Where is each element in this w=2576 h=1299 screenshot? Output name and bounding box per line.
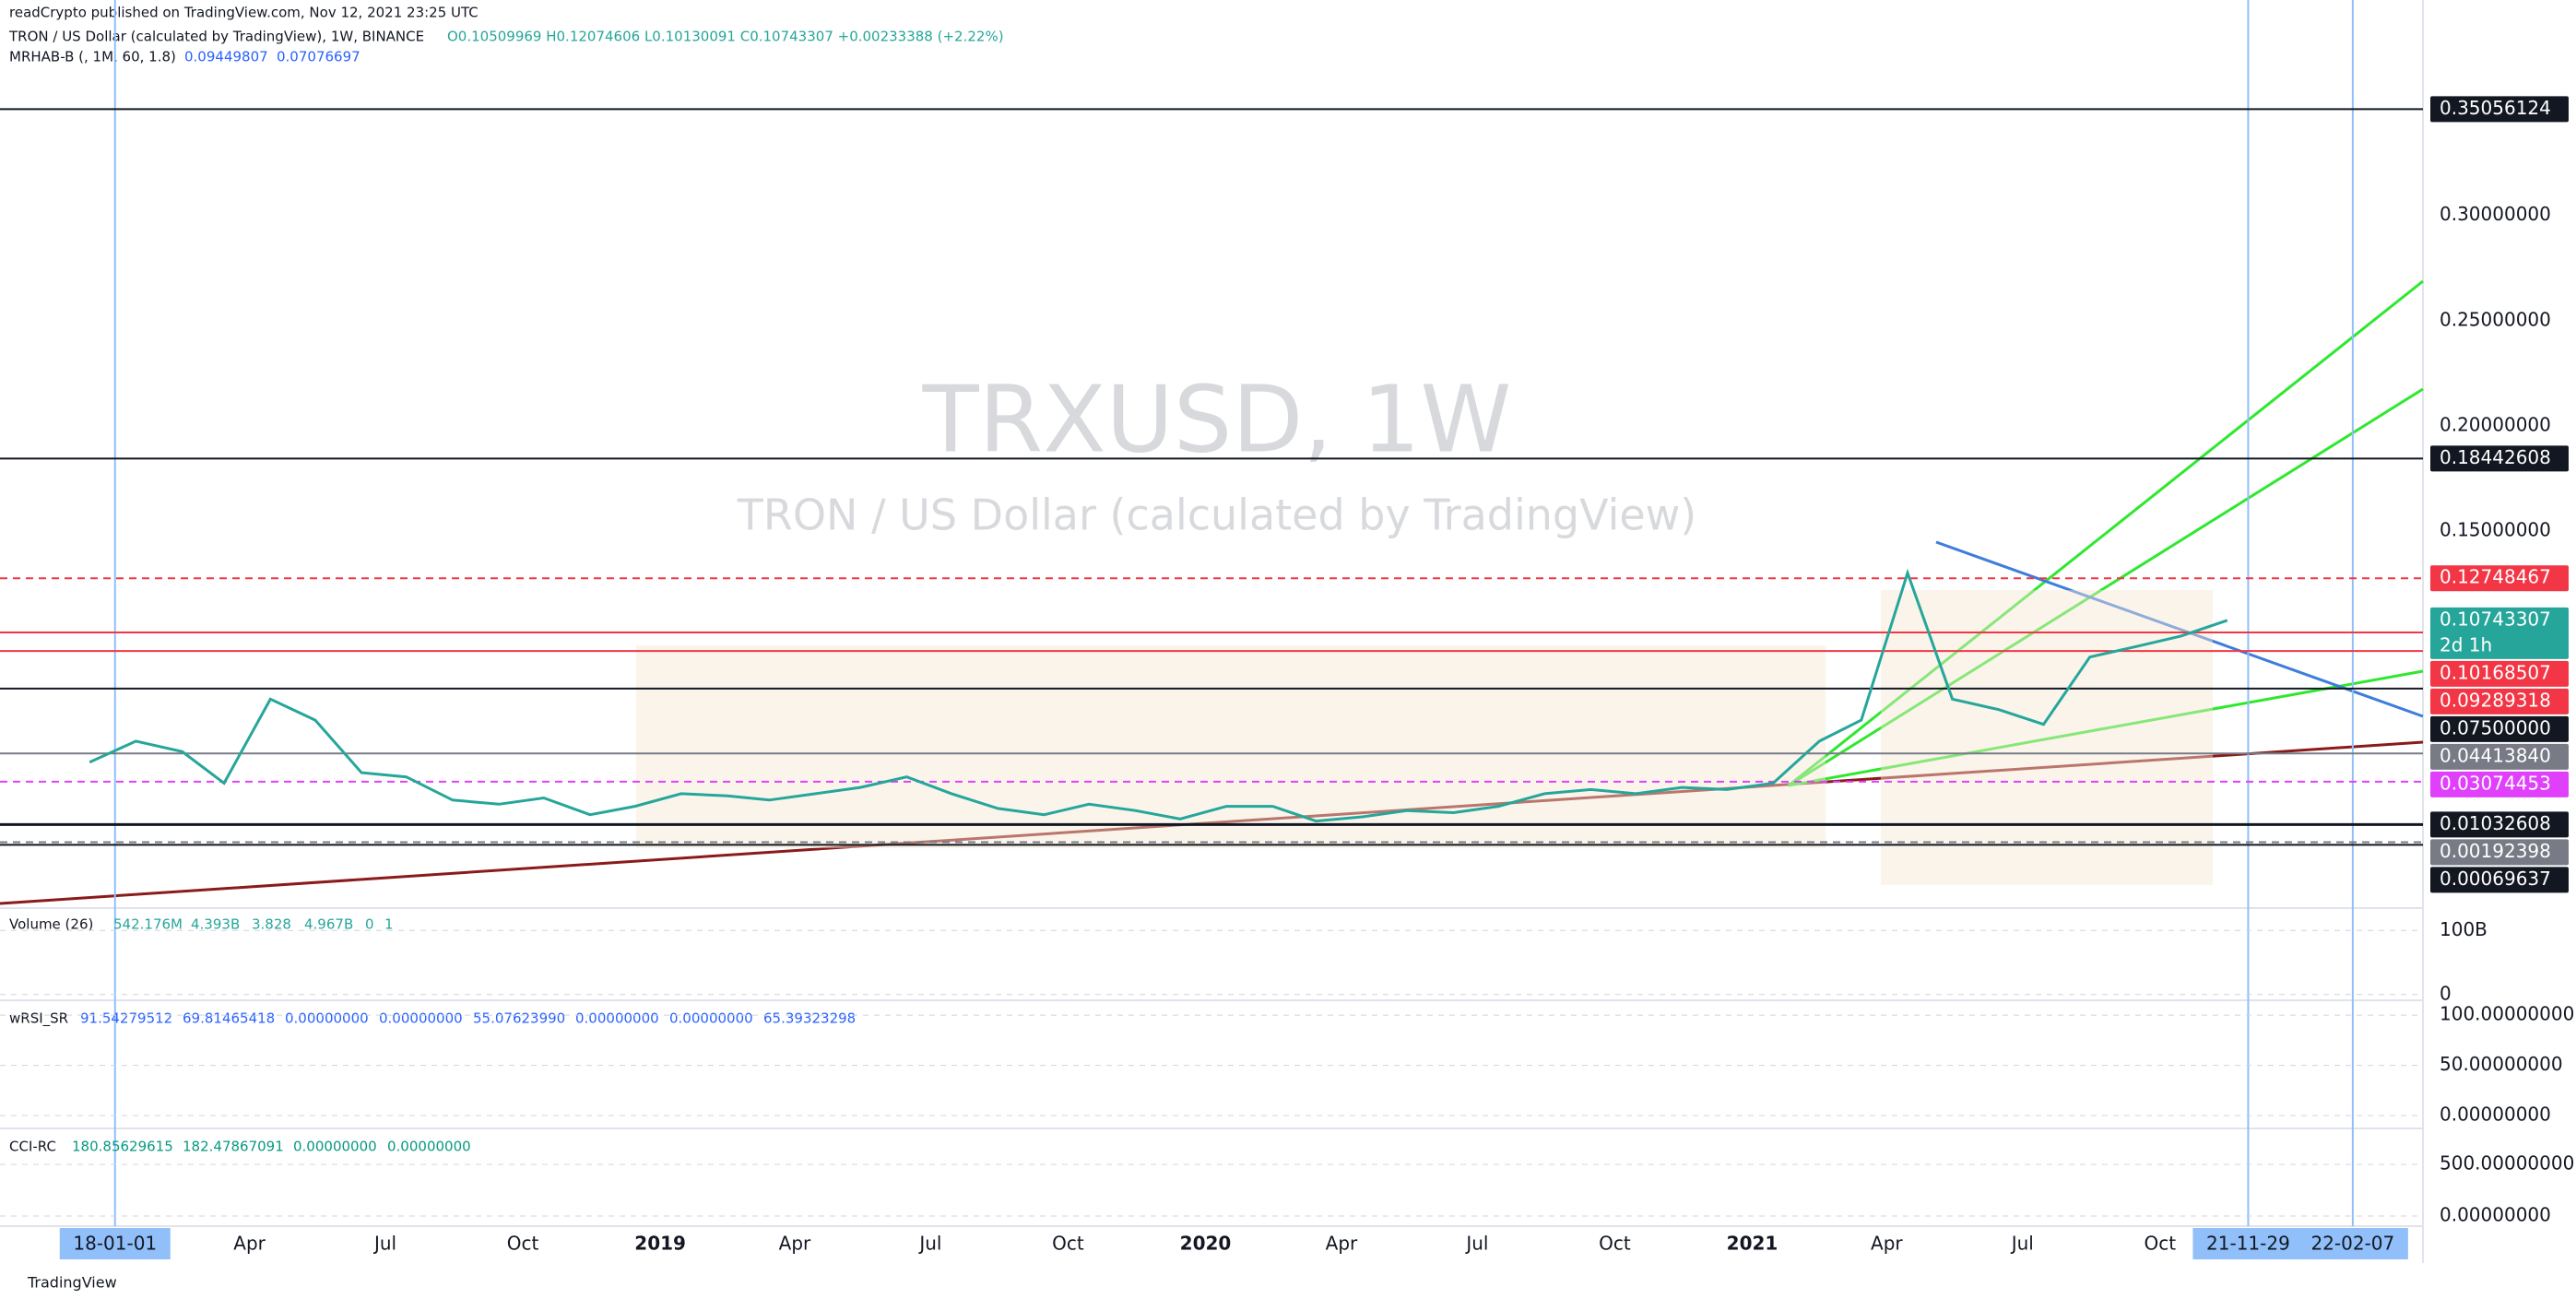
indicator-name: MRHAB-B (, 1M, 60, 1.8) bbox=[9, 49, 176, 65]
x-tick-label: Apr bbox=[779, 1233, 811, 1255]
x-tick-label: Oct bbox=[507, 1233, 539, 1255]
price-badge bbox=[2430, 771, 2569, 797]
watermark-name: TRON / US Dollar (calculated by TradingV… bbox=[737, 490, 1696, 540]
date-badge bbox=[2192, 1228, 2304, 1259]
pane-legend-value: 0.00000000 bbox=[293, 1139, 377, 1155]
date-badge bbox=[2297, 1228, 2408, 1259]
x-tick-label: Oct bbox=[2145, 1233, 2177, 1255]
price-badge bbox=[2430, 743, 2569, 770]
x-tick-label: Apr bbox=[1871, 1233, 1903, 1255]
brand: TradingView bbox=[27, 1274, 117, 1292]
pane-legend-value: 3.828 bbox=[252, 916, 291, 933]
pane-legend-value: 0.00000000 bbox=[387, 1139, 471, 1155]
x-tick-label: Oct bbox=[1599, 1233, 1631, 1255]
y-tick-label: 0.30000000 bbox=[2440, 203, 2551, 225]
trend-line bbox=[1935, 540, 2424, 718]
trend-line bbox=[1788, 669, 2424, 787]
x-tick-label: Jul bbox=[917, 1233, 941, 1255]
x-tick-label: 2020 bbox=[1180, 1233, 1232, 1255]
watermark-ticker: TRXUSD, 1W bbox=[922, 365, 1512, 473]
pane-legend: wRSI_SR bbox=[9, 1010, 68, 1028]
pane-legend-value: 0.00000000 bbox=[669, 1010, 753, 1027]
price-label: 0.07500000 bbox=[2440, 716, 2551, 738]
x-tick-label: Jul bbox=[2010, 1233, 2034, 1255]
price-badge bbox=[2430, 607, 2569, 659]
x-tick-label: Apr bbox=[233, 1233, 266, 1255]
y-tick-label: 0.00000000 bbox=[2440, 1204, 2551, 1226]
price-label: 0.04413840 bbox=[2440, 744, 2551, 766]
countdown: 2d 1h bbox=[2440, 633, 2492, 655]
pane-legend-value: 0.00000000 bbox=[285, 1010, 369, 1027]
trend-line bbox=[1788, 279, 2424, 787]
cloud-band bbox=[636, 645, 1826, 848]
x-tick-label: Jul bbox=[1464, 1233, 1488, 1255]
indicator-value: 0.07076697 bbox=[277, 49, 360, 65]
pane-legend-value: 91.54279512 bbox=[80, 1010, 172, 1027]
price-label: 0.03074453 bbox=[2440, 772, 2551, 794]
indicator-value: 0.09449807 bbox=[184, 49, 268, 65]
price-label: 0.01032608 bbox=[2440, 812, 2551, 834]
y-tick-label: 500.00000000 bbox=[2440, 1151, 2574, 1174]
price-label: 0.00069637 bbox=[2440, 868, 2551, 890]
date-badge bbox=[59, 1228, 171, 1259]
price-badge bbox=[2430, 867, 2569, 893]
y-tick-label: 0.20000000 bbox=[2440, 413, 2551, 435]
pane-legend-value: 542.176M bbox=[113, 916, 183, 933]
price-label: 0.12748467 bbox=[2440, 566, 2551, 588]
price-label: 0.10743307 bbox=[2440, 608, 2551, 630]
pane-legend-value: 1 bbox=[384, 916, 394, 933]
price-badge bbox=[2430, 715, 2569, 742]
pane-legend-value: 69.81465418 bbox=[183, 1010, 275, 1027]
symbol-line: TRON / US Dollar (calculated by TradingV… bbox=[8, 29, 424, 45]
trend-line bbox=[1788, 387, 2424, 787]
price-label: 0.18442608 bbox=[2440, 446, 2551, 468]
pane-legend-value: 65.39323298 bbox=[763, 1010, 856, 1027]
pane-legend-value: 0.00000000 bbox=[575, 1010, 659, 1027]
published-note: readCrypto published on TradingView.com,… bbox=[9, 5, 479, 21]
x-tick-label: 2021 bbox=[1727, 1233, 1778, 1255]
ohlc: O0.10509969 H0.12074606 L0.10130091 C0.1… bbox=[447, 29, 1004, 45]
x-tick-label: 22-02-07 bbox=[2310, 1233, 2394, 1255]
pane-legend: Volume (26) bbox=[9, 916, 93, 933]
y-tick-label: 50.00000000 bbox=[2440, 1053, 2563, 1075]
y-tick-label: 100B bbox=[2440, 918, 2487, 940]
price-badge bbox=[2430, 839, 2569, 866]
price-label: 0.09289318 bbox=[2440, 689, 2551, 711]
price-badge bbox=[2430, 660, 2569, 687]
price-badge bbox=[2430, 688, 2569, 714]
price-badge bbox=[2430, 96, 2569, 123]
price-line bbox=[89, 568, 2228, 823]
x-tick-label: 21-11-29 bbox=[2206, 1233, 2290, 1255]
price-label: 0.10168507 bbox=[2440, 661, 2551, 683]
pane-legend-value: 0.00000000 bbox=[379, 1010, 463, 1027]
price-badge bbox=[2430, 445, 2569, 472]
x-tick-label: 18-01-01 bbox=[73, 1233, 157, 1255]
x-tick-label: Oct bbox=[1052, 1233, 1084, 1255]
price-label: 0.00192398 bbox=[2440, 840, 2551, 862]
price-badge bbox=[2430, 811, 2569, 838]
x-tick-label: Jul bbox=[372, 1233, 396, 1255]
pane-legend-value: 4.393B bbox=[191, 916, 240, 933]
pane-legend-value: 0 bbox=[365, 916, 374, 933]
y-tick-label: 100.00000000 bbox=[2440, 1003, 2574, 1025]
y-tick-label: 0.15000000 bbox=[2440, 518, 2551, 540]
y-tick-label: 0.00000000 bbox=[2440, 1104, 2551, 1126]
pane-legend-value: 55.07623990 bbox=[473, 1010, 565, 1027]
y-tick-label: 0 bbox=[2440, 982, 2452, 1004]
pane-legend-value: 182.47867091 bbox=[183, 1139, 284, 1155]
pane-legend: CCI-RC bbox=[9, 1139, 56, 1155]
pane-legend-value: 180.85629615 bbox=[72, 1139, 173, 1155]
x-tick-label: Apr bbox=[1326, 1233, 1358, 1255]
y-tick-label: 0.25000000 bbox=[2440, 308, 2551, 330]
cloud-band bbox=[1881, 590, 2213, 885]
price-label: 0.35056124 bbox=[2440, 97, 2551, 119]
x-tick-label: 2019 bbox=[634, 1233, 686, 1255]
price-badge bbox=[2430, 565, 2569, 592]
pane-legend-value: 4.967B bbox=[304, 916, 353, 933]
trend-line bbox=[0, 740, 2424, 905]
